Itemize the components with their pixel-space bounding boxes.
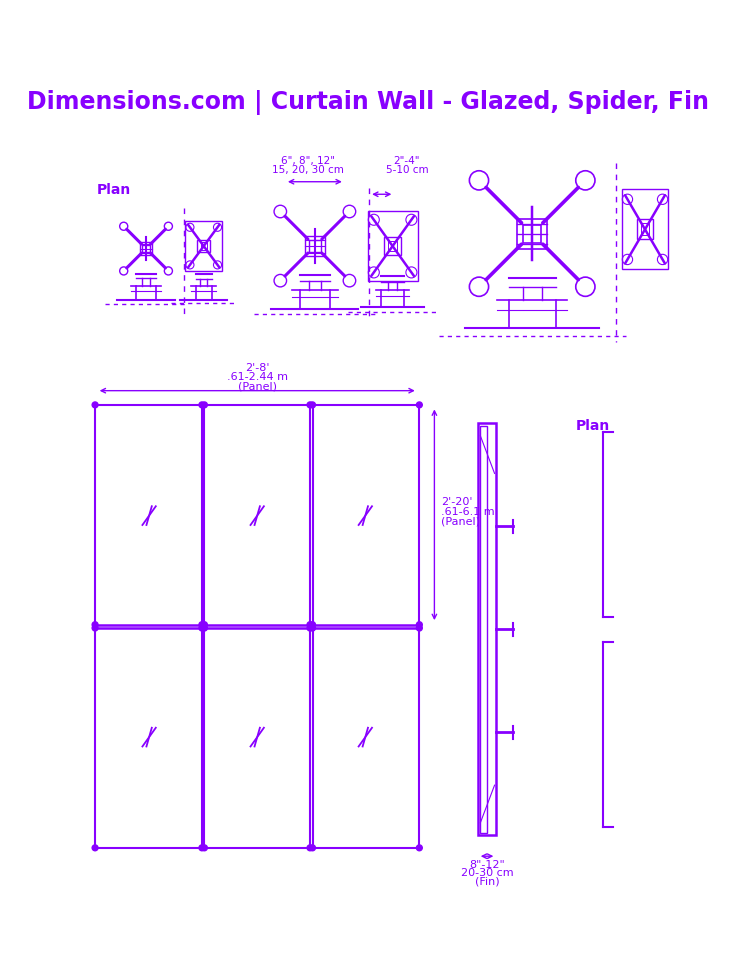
Bar [517,219,548,249]
Bar [368,211,417,281]
Bar [637,219,653,239]
Circle shape [92,402,98,408]
Bar [197,240,210,252]
Bar [481,425,487,833]
Bar [384,237,401,255]
Bar [641,224,649,235]
Circle shape [307,625,313,631]
Circle shape [307,621,313,627]
Bar [201,242,207,250]
Text: 20-30 cm: 20-30 cm [461,868,513,879]
Circle shape [309,845,315,851]
Circle shape [199,845,205,851]
Circle shape [201,621,207,627]
Text: 6", 8", 12": 6", 8", 12" [282,156,335,166]
Text: 2'-20': 2'-20' [441,497,473,507]
Bar [140,242,152,255]
Circle shape [92,621,98,627]
Text: .61-2.44 m: .61-2.44 m [226,372,287,381]
Text: 8"-12": 8"-12" [469,859,505,870]
Circle shape [201,402,207,408]
Circle shape [309,402,315,408]
Bar [478,424,496,836]
Text: .61-6.1 m: .61-6.1 m [441,507,495,517]
Bar [143,245,150,252]
Bar [305,236,325,256]
Circle shape [417,845,423,851]
Circle shape [417,621,423,627]
Bar [388,241,397,251]
Bar [622,189,668,270]
Text: Plan: Plan [576,419,610,433]
Circle shape [417,625,423,631]
Text: 2"-4": 2"-4" [393,156,420,166]
Bar [523,225,541,243]
Text: (Panel): (Panel) [237,381,276,391]
Bar [185,221,222,272]
Text: Plan: Plan [97,184,132,197]
Text: (Fin): (Fin) [475,877,499,886]
Circle shape [309,621,315,627]
Circle shape [201,625,207,631]
Bar [95,405,420,848]
Circle shape [309,625,315,631]
Text: (Panel): (Panel) [441,517,480,527]
Circle shape [417,402,423,408]
Text: 5-10 cm: 5-10 cm [385,164,428,175]
Text: 2'-8': 2'-8' [245,363,270,374]
Bar [309,240,320,252]
Circle shape [201,845,207,851]
Circle shape [199,621,205,627]
Circle shape [307,845,313,851]
Circle shape [307,402,313,408]
Circle shape [92,625,98,631]
Text: 15, 20, 30 cm: 15, 20, 30 cm [272,164,344,175]
Circle shape [199,625,205,631]
Text: Dimensions.com | Curtain Wall - Glazed, Spider, Fin: Dimensions.com | Curtain Wall - Glazed, … [26,90,709,115]
Circle shape [92,845,98,851]
Circle shape [199,402,205,408]
